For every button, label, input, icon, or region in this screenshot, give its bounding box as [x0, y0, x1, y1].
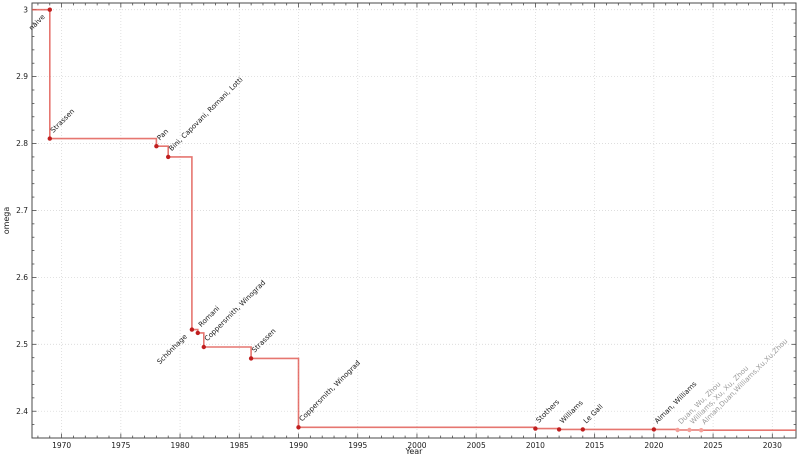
point-label: Schönhage	[156, 333, 189, 366]
x-tick-label: 1985	[230, 441, 249, 450]
x-tick-label: 2005	[467, 441, 486, 450]
plot-border	[31, 2, 797, 439]
point-label: Coppersmith, Winograd	[298, 359, 362, 423]
y-tick-label: 2.7	[16, 206, 28, 215]
y-axis-title: omega	[2, 207, 11, 235]
data-point-marker	[296, 425, 301, 430]
axis-ticks	[32, 3, 797, 439]
point-label: Strassen	[49, 107, 76, 134]
data-point-marker	[580, 427, 585, 432]
point-label: naive	[28, 13, 47, 32]
x-tick-label: 1995	[348, 441, 367, 450]
x-tick-label: 1975	[111, 441, 130, 450]
y-tick-label: 2.9	[16, 72, 28, 81]
point-label: Williams	[558, 399, 585, 426]
data-point-marker	[195, 330, 200, 336]
x-tick-label: 1980	[171, 441, 190, 450]
data-point-marker	[47, 136, 52, 141]
data-series	[32, 7, 796, 433]
data-point-marker	[687, 427, 692, 433]
gridlines	[32, 3, 796, 438]
x-tick-label: 2030	[763, 441, 782, 450]
point-label: Bini, Capovani, Romani, Lotti	[167, 76, 244, 153]
y-tick-label: 3	[23, 5, 28, 14]
point-label: Strassen	[250, 327, 277, 354]
point-label: Pan	[156, 128, 171, 143]
data-point-marker	[189, 327, 195, 332]
data-point-marker	[533, 426, 538, 431]
data-point-marker	[556, 427, 562, 432]
x-tick-label: 2015	[585, 441, 604, 450]
data-point-marker	[47, 7, 52, 12]
data-point-marker	[248, 356, 254, 361]
x-tick-label: 2010	[526, 441, 545, 450]
x-tick-label: 1970	[52, 441, 71, 450]
x-tick-label: 1990	[289, 441, 308, 450]
data-point-marker	[675, 427, 680, 433]
point-label: Le Gall	[582, 403, 605, 426]
x-tick-label: 2020	[644, 441, 663, 450]
data-point-marker	[201, 344, 206, 350]
x-axis-title: Year	[405, 447, 424, 456]
x-tick-label: 2025	[704, 441, 723, 450]
y-tick-label: 2.6	[16, 273, 28, 282]
data-point-marker	[699, 428, 704, 433]
data-point-marker	[154, 144, 159, 149]
y-tick-label: 2.5	[16, 340, 28, 349]
x-tick-label: 2000	[407, 441, 426, 450]
point-label: Alman,Duan,Williams,Xu,Xu,Zhou	[700, 337, 789, 426]
step-line	[32, 8, 796, 431]
point-label: Williams, Xu, Xu, Zhou	[689, 364, 751, 426]
data-point-marker	[651, 427, 657, 432]
axis-tick-labels: 1970 1975 1980 1985 1990 1995 2000 2005 2010 2015…	[16, 5, 782, 450]
y-tick-label: 2.4	[16, 407, 28, 416]
y-tick-label: 2.8	[16, 139, 28, 148]
data-point-marker	[166, 154, 171, 160]
